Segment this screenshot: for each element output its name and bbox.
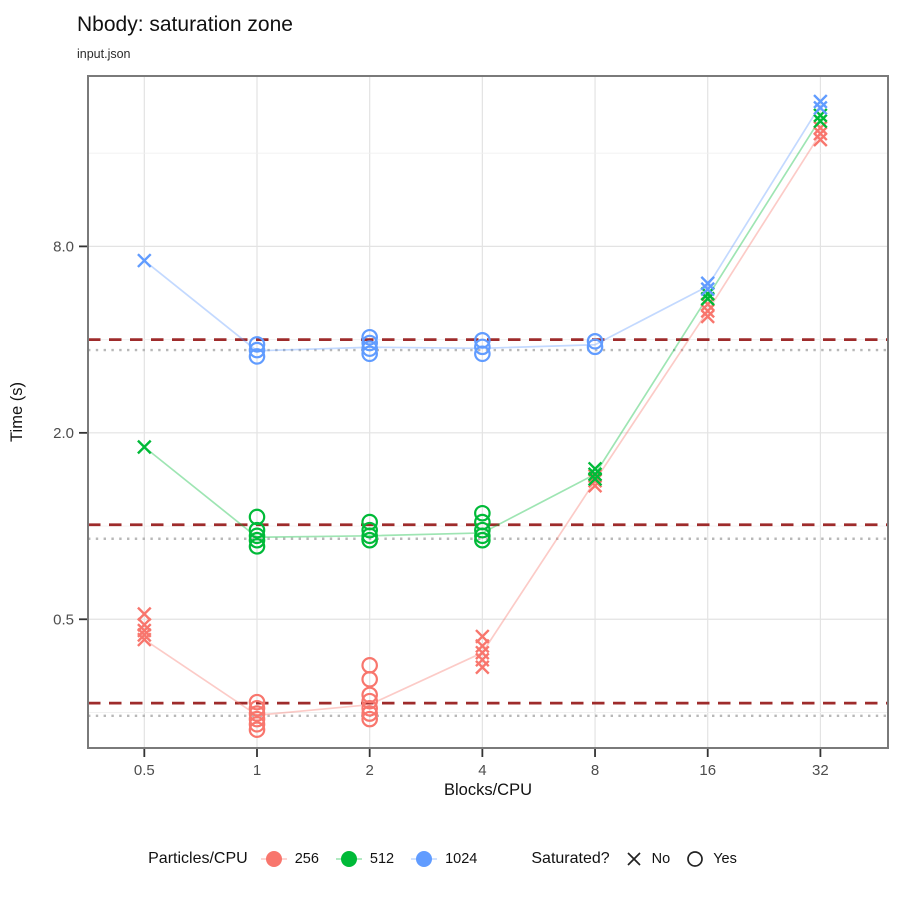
data-point-circle-256 (248, 699, 266, 717)
legend-label-1024: 1024 (445, 851, 478, 867)
data-point-circle-1024 (586, 338, 604, 356)
legend-item-yes: Yes (685, 849, 737, 869)
data-point-circle-512 (248, 531, 266, 549)
data-point-x-256 (587, 478, 603, 493)
legend-saturated-title: Saturated? (531, 850, 610, 867)
data-point-circle-512 (248, 508, 266, 526)
legend-label-512: 512 (369, 851, 395, 867)
data-point-circle-256 (248, 693, 266, 711)
data-point-x-1024 (137, 253, 152, 268)
data-point-x-256 (475, 659, 490, 675)
data-point-circle-256 (248, 721, 266, 738)
circle-marker-icon (687, 851, 704, 867)
data-point-x-256 (137, 606, 152, 622)
data-point-x-256 (137, 632, 152, 647)
x-axis-title: Blocks/CPU (444, 781, 532, 799)
legend-item-no: No (624, 849, 671, 869)
data-point-circle-256 (361, 692, 378, 710)
plot-subtitle: input.json (77, 47, 131, 61)
x-tick-label: 32 (812, 762, 829, 779)
data-point-x-256 (813, 120, 828, 136)
data-point-circle-256 (361, 670, 378, 688)
series-key-icon (411, 851, 438, 867)
data-point-circle-512 (474, 531, 491, 549)
chart-panel: 0.5 1 2 4 8 16 32 0.5 2.0 8.0 Blocks/CPU Time (s) (8, 75, 889, 799)
data-point-circle-1024 (474, 338, 491, 356)
data-point-circle-256 (361, 699, 378, 717)
legend-item-1024: 1024 (410, 849, 477, 869)
data-point-x-1024 (813, 100, 828, 116)
x-tick-label: 4 (478, 762, 486, 779)
data-point-circle-1024 (248, 336, 266, 353)
data-point-x-256 (700, 303, 715, 319)
data-point-x-1024 (700, 281, 715, 297)
data-point-x-512 (137, 439, 152, 455)
data-point-circle-512 (361, 521, 378, 539)
data-point-circle-512 (361, 527, 378, 545)
data-point-circle-256 (361, 705, 378, 722)
legend-item-512: 512 (335, 849, 394, 869)
x-marker-icon (627, 852, 641, 866)
data-point-x-256 (700, 309, 715, 324)
data-point-x-512 (587, 466, 603, 482)
data-point-x-256 (475, 638, 490, 654)
data-point-x-512 (587, 471, 603, 487)
legend-row: Particles/CPU 256 512 1024 Saturated? (0, 839, 900, 879)
data-point-circle-512 (248, 521, 266, 539)
data-point-circle-1024 (474, 345, 491, 363)
data-point-circle-1024 (586, 333, 604, 350)
data-point-x-256 (587, 473, 603, 489)
data-point-circle-512 (248, 538, 266, 555)
x-tick-label: 8 (591, 762, 599, 779)
data-point-circle-256 (248, 705, 266, 722)
data-point-circle-1024 (361, 328, 378, 346)
data-point-circle-512 (474, 527, 491, 545)
data-point-x-256 (137, 627, 152, 643)
data-point-x-1024 (813, 94, 828, 109)
data-point-x-256 (700, 297, 715, 312)
x-tick-label: 1 (253, 762, 261, 779)
y-tick-label: 2.0 (53, 425, 74, 442)
plot-title: Nbody: saturation zone (77, 13, 293, 36)
series-key-icon (260, 851, 287, 867)
legend-item-256: 256 (260, 849, 319, 869)
y-tick-label: 0.5 (53, 611, 74, 628)
y-tick-label: 8.0 (53, 238, 74, 255)
legend-label-no: No (651, 851, 671, 867)
data-point-circle-1024 (248, 348, 266, 365)
panel-border (87, 75, 889, 749)
x-tick-label: 2 (366, 762, 374, 779)
data-point-circle-256 (248, 715, 266, 733)
legend-label-yes: Yes (713, 851, 737, 867)
data-point-circle-512 (474, 521, 491, 539)
data-point-circle-256 (248, 710, 266, 728)
legend-particles-title: Particles/CPU (148, 850, 248, 867)
data-point-circle-512 (361, 531, 378, 549)
data-point-x-1024 (700, 276, 715, 291)
series-key-icon (335, 851, 362, 867)
y-axis-title: Time (s) (8, 382, 26, 442)
legend-label-256: 256 (294, 851, 319, 867)
data-point-x-256 (813, 132, 828, 147)
data-point-circle-1024 (361, 334, 378, 352)
data-point-x-256 (813, 126, 828, 141)
data-point-circle-1024 (361, 340, 378, 357)
data-point-circle-256 (361, 710, 378, 728)
data-point-circle-512 (474, 504, 491, 522)
data-point-x-512 (813, 113, 828, 129)
x-tick-label: 16 (699, 762, 716, 779)
data-point-x-512 (700, 286, 715, 302)
data-point-circle-1024 (361, 345, 378, 363)
x-tick-label: 0.5 (134, 762, 155, 779)
data-point-circle-1024 (248, 341, 266, 359)
data-point-circle-512 (248, 527, 266, 545)
